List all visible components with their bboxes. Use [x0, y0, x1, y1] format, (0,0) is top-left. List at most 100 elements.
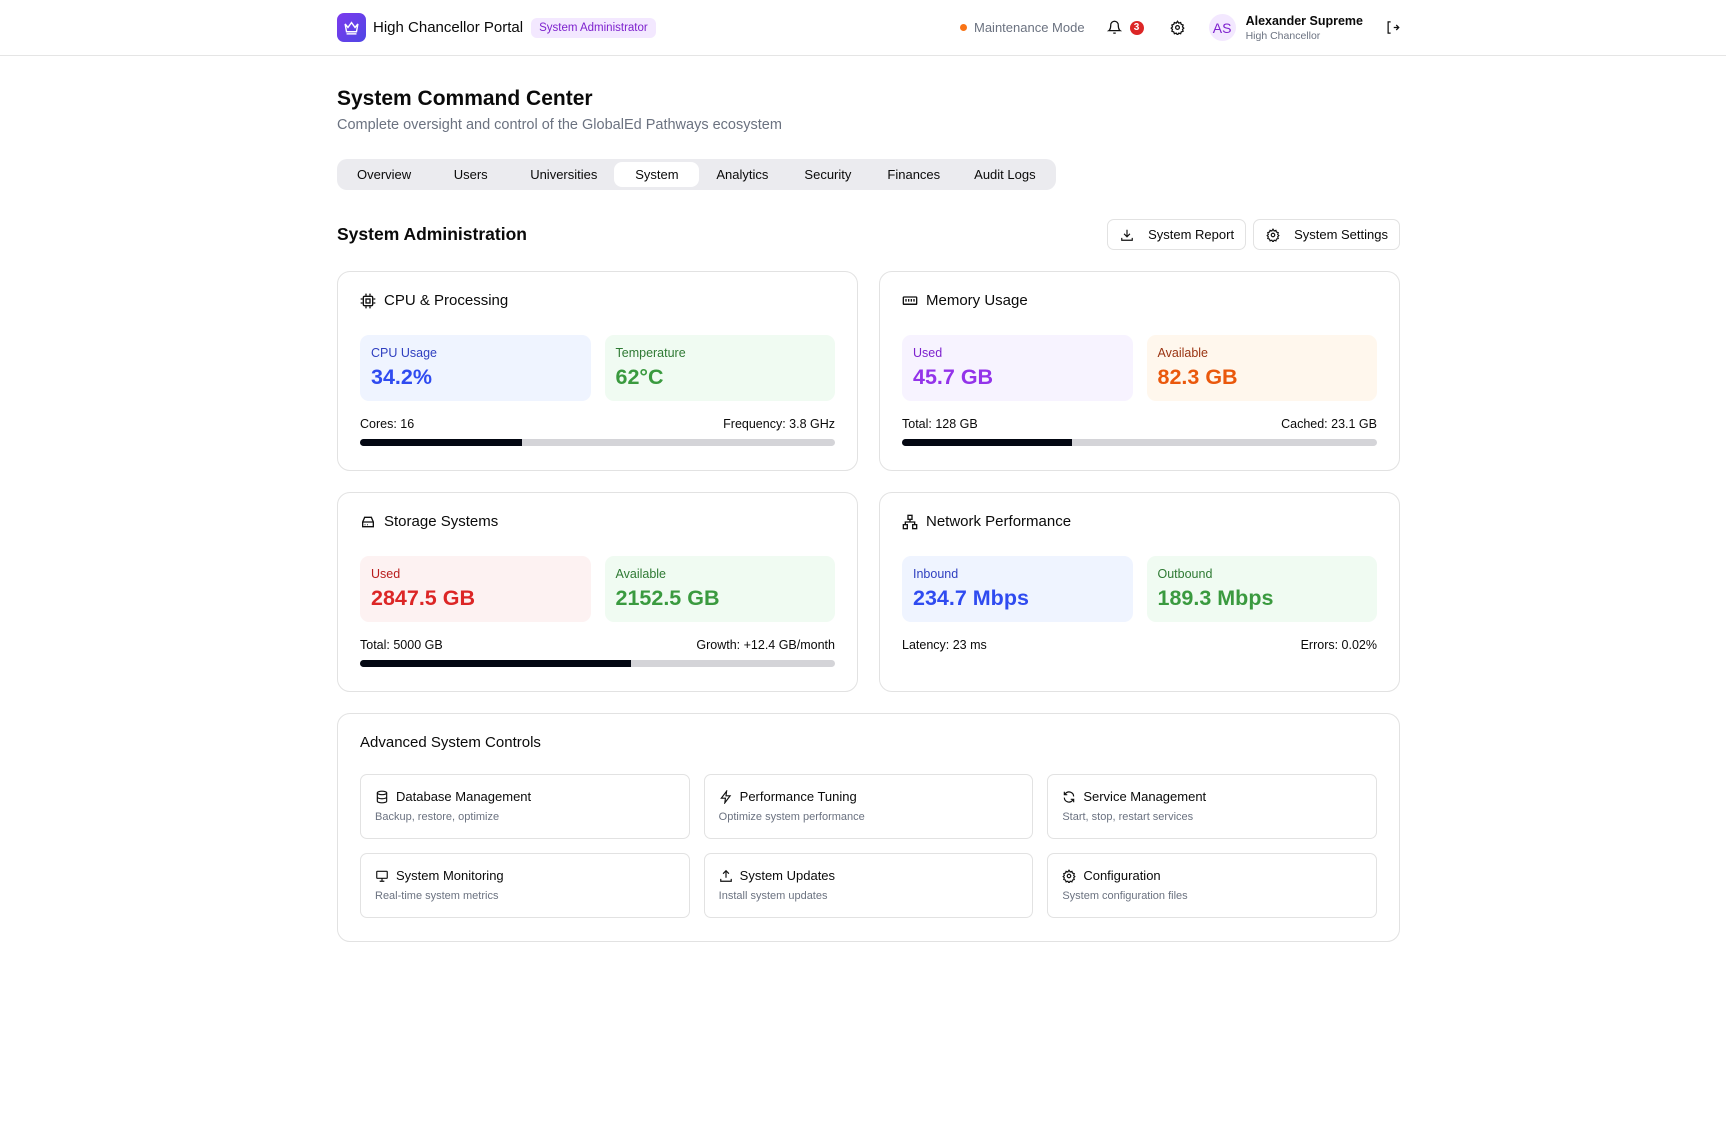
control-description: Start, stop, restart services [1062, 811, 1194, 823]
maintenance-label: Maintenance Mode [974, 20, 1085, 35]
control-service-management[interactable]: Service Management Start, stop, restart s… [1047, 774, 1377, 839]
hard-drive-icon [362, 516, 374, 527]
logout-button[interactable] [1385, 20, 1400, 35]
inbound-stat: Inbound 234.7 Mbps [902, 556, 1133, 622]
stat-label: Used [371, 567, 401, 581]
memory-available-stat: Available 82.3 GB [1146, 335, 1377, 401]
stat-value: 189.3 Mbps [1157, 586, 1274, 610]
storage-used-stat: Used 2847.5 GB [360, 556, 591, 622]
control-title: Service Management [1083, 789, 1207, 804]
memory-icon [902, 295, 918, 305]
control-system-monitoring[interactable]: System Monitoring Real-time system metric… [360, 853, 690, 918]
cpu-card: CPU & Processing CPU Usage 34.2% Temperat… [337, 271, 858, 471]
card-title: Network Performance [926, 513, 1072, 530]
memory-used-stat: Used 45.7 GB [902, 335, 1133, 401]
stat-label: Used [913, 346, 943, 360]
control-system-updates[interactable]: System Updates Install system updates [703, 853, 1034, 918]
user-name: Alexander Supreme [1245, 13, 1363, 28]
stat-value: 234.7 Mbps [913, 586, 1029, 610]
tab-bar: Overview Users Universities System Analytics… [337, 159, 1056, 190]
card-title: Storage Systems [384, 513, 499, 530]
control-description: Backup, restore, optimize [375, 811, 500, 823]
control-title: System Updates [739, 868, 836, 883]
top-header: High Chancellor Portal System Administra… [0, 0, 1726, 56]
page-subtitle: Complete oversight and control of the Gl… [337, 117, 782, 133]
outbound-stat: Outbound 189.3 Mbps [1146, 556, 1377, 622]
stat-value: 2847.5 GB [371, 586, 475, 610]
network-card: Network Performance Inbound 234.7 Mbps Ou… [879, 492, 1400, 692]
control-performance-tuning[interactable]: Performance Tuning Optimize system perfor… [703, 774, 1034, 839]
cached-text: Cached: 23.1 GB [1281, 417, 1377, 431]
control-description: Install system updates [718, 890, 828, 902]
gear-icon [1266, 227, 1280, 242]
monitor-icon [376, 870, 388, 882]
status-dot-icon [960, 24, 967, 31]
notification-count: 3 [1129, 20, 1144, 35]
avatar[interactable]: AS [1208, 14, 1236, 41]
control-description: Real-time system metrics [375, 890, 499, 902]
total-text: Total: 5000 GB [360, 638, 443, 652]
refresh-icon [1064, 790, 1075, 803]
system-report-button[interactable]: System Report [1107, 219, 1247, 250]
memory-card: Memory Usage Used 45.7 GB Available 82.3 G… [879, 271, 1400, 471]
stat-label: Outbound [1157, 567, 1213, 581]
control-database-management[interactable]: Database Management Backup, restore, opti… [360, 774, 690, 839]
control-title: Performance Tuning [739, 789, 857, 804]
app-title: High Chancellor Portal [373, 19, 524, 36]
gear-icon [1062, 868, 1076, 883]
crown-logo-icon [337, 13, 366, 42]
control-title: Configuration [1083, 868, 1161, 883]
network-icon [902, 514, 918, 529]
stat-label: Temperature [615, 346, 686, 360]
storage-card: Storage Systems Used 2847.5 GB Available 2… [337, 492, 858, 692]
stat-value: 45.7 GB [913, 365, 994, 389]
section-title: System Administration [337, 224, 527, 244]
bell-icon [1106, 20, 1122, 34]
advanced-title: Advanced System Controls [360, 734, 541, 751]
tab-system[interactable]: System [614, 162, 700, 187]
tab-audit-logs[interactable]: Audit Logs [974, 167, 1036, 182]
tab-security[interactable]: Security [804, 167, 852, 182]
logout-icon [1387, 21, 1400, 34]
tab-users[interactable]: Users [453, 167, 488, 182]
card-title: CPU & Processing [384, 292, 509, 309]
user-role: High Chancellor [1245, 29, 1321, 42]
tab-overview[interactable]: Overview [357, 167, 412, 182]
control-description: System configuration files [1062, 890, 1188, 902]
stat-label: CPU Usage [371, 346, 437, 360]
gear-icon [1169, 20, 1185, 35]
progress-fill [902, 439, 1072, 446]
growth-text: Growth: +12.4 GB/month [696, 638, 835, 652]
system-settings-button[interactable]: System Settings [1253, 219, 1400, 250]
tab-finances[interactable]: Finances [887, 167, 941, 182]
cpu-icon [360, 293, 376, 308]
stat-label: Available [1157, 346, 1209, 360]
maintenance-mode-status[interactable]: Maintenance Mode [960, 20, 1085, 35]
control-configuration[interactable]: Configuration System configuration files [1047, 853, 1377, 918]
stat-value: 2152.5 GB [615, 586, 720, 610]
zap-icon [719, 789, 731, 804]
memory-progress-bar [902, 439, 1377, 446]
stat-value: 34.2% [371, 365, 432, 389]
tab-universities[interactable]: Universities [530, 167, 598, 182]
control-description: Optimize system performance [718, 811, 865, 823]
total-text: Total: 128 GB [902, 417, 978, 431]
upload-icon [719, 869, 732, 882]
stat-label: Available [615, 567, 667, 581]
storage-progress-bar [360, 660, 835, 667]
role-badge: System Administrator [531, 17, 656, 38]
latency-text: Latency: 23 ms [902, 638, 987, 652]
stat-value: 82.3 GB [1157, 365, 1238, 389]
errors-text: Errors: 0.02% [1300, 638, 1377, 652]
stat-label: Inbound [913, 567, 959, 581]
storage-available-stat: Available 2152.5 GB [604, 556, 835, 622]
system-settings-label: System Settings [1294, 227, 1388, 242]
cores-text: Cores: 16 [360, 417, 415, 431]
progress-fill [360, 439, 523, 446]
notifications-button[interactable]: 3 [1106, 20, 1144, 35]
frequency-text: Frequency: 3.8 GHz [723, 417, 835, 431]
settings-button[interactable] [1169, 20, 1185, 35]
download-icon [1121, 229, 1133, 241]
tab-analytics[interactable]: Analytics [716, 167, 769, 182]
stat-value: 62°C [615, 365, 664, 389]
